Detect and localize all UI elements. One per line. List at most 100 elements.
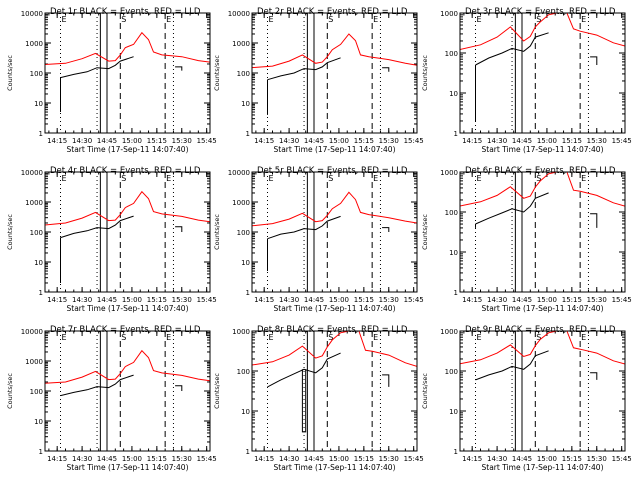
y-axis-label: Counts/sec	[421, 373, 429, 409]
marker-label: E	[269, 333, 274, 342]
events-series-line	[175, 66, 183, 71]
plot-frame	[459, 12, 626, 134]
marker-label: E	[581, 333, 586, 342]
x-tick-label: 15:15	[354, 455, 374, 463]
x-axis-label: Start Time (17-Sep-11 14:07:40)	[482, 463, 604, 472]
x-tick-label: 15:15	[562, 455, 582, 463]
marker-label: S	[536, 333, 541, 342]
x-tick-label: 14:45	[512, 137, 532, 145]
marker-label: E	[166, 333, 171, 342]
x-tick-label: 15:45	[404, 296, 424, 304]
x-tick-label: 15:30	[379, 137, 399, 145]
y-tick-label: 100	[30, 229, 43, 237]
marker-label: S	[328, 15, 333, 24]
marker-label: E	[477, 174, 482, 183]
y-tick-label: 1	[246, 448, 250, 456]
x-axis-label: Start Time (17-Sep-11 14:07:40)	[67, 304, 189, 313]
x-tick-label: 14:15	[462, 137, 482, 145]
marker-label: E	[62, 15, 67, 24]
x-tick-label: 15:45	[612, 296, 632, 304]
x-tick-label: 15:30	[379, 455, 399, 463]
y-tick-label: 100	[445, 50, 458, 58]
plot-frame	[459, 330, 626, 452]
x-tick-label: 15:30	[587, 455, 607, 463]
events-series-line	[175, 385, 183, 391]
y-tick-label: 100	[30, 70, 43, 78]
lld-series-line	[252, 33, 417, 69]
events-series-line	[301, 369, 307, 433]
y-tick-label: 10	[241, 259, 250, 267]
panel-3: Det 3r BLACK = Events, RED = LLD 1 10 100 10…	[421, 7, 632, 154]
y-tick-label: 1	[454, 289, 458, 297]
lld-series-line	[45, 31, 210, 66]
panel-title: Det 1r BLACK = Events, RED = LLD	[50, 7, 201, 17]
plot-frame	[44, 171, 211, 293]
x-tick-label: 15:15	[562, 296, 582, 304]
lld-series-line	[45, 349, 210, 384]
x-tick-label: 14:15	[47, 296, 67, 304]
events-series-line	[60, 56, 134, 79]
marker-label: E	[62, 174, 67, 183]
x-tick-label: 14:30	[487, 137, 507, 145]
y-tick-label: 1	[246, 130, 250, 138]
events-series-line	[590, 56, 598, 65]
events-series-line	[475, 192, 549, 225]
events-series-line	[382, 374, 390, 387]
events-series-line	[60, 374, 134, 397]
y-tick-label: 10	[34, 259, 43, 267]
x-tick-label: 14:45	[97, 455, 117, 463]
panel-8: Det 8r BLACK = Events, RED = LLD 1 10 100 10…	[213, 325, 424, 472]
marker-label: E	[581, 15, 586, 24]
x-tick-label: 14:15	[47, 137, 67, 145]
panel-title: Det 2r BLACK = Events, RED = LLD	[257, 7, 408, 17]
marker-label: E	[166, 174, 171, 183]
y-tick-label: 100	[237, 70, 250, 78]
x-axis-label: Start Time (17-Sep-11 14:07:40)	[482, 145, 604, 154]
marker-label: S	[121, 15, 126, 24]
x-tick-label: 15:30	[587, 137, 607, 145]
y-axis-label: Counts/sec	[213, 55, 221, 91]
marker-label: E	[581, 174, 586, 183]
events-series-line	[382, 67, 390, 72]
x-tick-label: 15:00	[122, 455, 142, 463]
x-tick-label: 15:15	[147, 137, 167, 145]
events-series-line	[590, 372, 598, 380]
y-tick-label: 10	[449, 408, 458, 416]
y-tick-label: 1000	[25, 40, 43, 48]
x-tick-label: 15:00	[329, 137, 349, 145]
x-tick-label: 15:30	[172, 296, 192, 304]
panel-5: Det 5r BLACK = Events, RED = LLD 1 10 100 10…	[213, 166, 424, 313]
x-axis-label: Start Time (17-Sep-11 14:07:40)	[274, 463, 396, 472]
marker-label: E	[477, 333, 482, 342]
x-tick-label: 15:00	[537, 455, 557, 463]
x-tick-label: 15:30	[172, 137, 192, 145]
x-tick-label: 14:45	[512, 296, 532, 304]
x-tick-label: 15:45	[404, 137, 424, 145]
events-series-line	[382, 227, 390, 232]
y-tick-label: 10000	[21, 328, 43, 336]
x-tick-label: 14:30	[487, 455, 507, 463]
y-tick-label: 100	[445, 209, 458, 217]
plot-frame	[44, 330, 211, 452]
marker-label: S	[121, 174, 126, 183]
x-tick-label: 15:15	[354, 296, 374, 304]
x-tick-label: 15:45	[197, 455, 217, 463]
x-tick-label: 15:30	[172, 455, 192, 463]
y-tick-label: 1	[39, 289, 43, 297]
x-tick-label: 15:30	[379, 296, 399, 304]
y-tick-label: 1000	[440, 169, 458, 177]
x-tick-label: 14:30	[279, 137, 299, 145]
x-tick-label: 15:15	[562, 137, 582, 145]
x-tick-label: 14:15	[462, 455, 482, 463]
x-tick-label: 15:00	[537, 137, 557, 145]
marker-label: E	[373, 15, 378, 24]
events-series-line	[475, 32, 549, 66]
x-tick-label: 15:15	[147, 296, 167, 304]
panel-title: Det 4r BLACK = Events, RED = LLD	[50, 166, 201, 176]
events-series-line	[267, 352, 341, 388]
lld-series-line	[45, 190, 210, 226]
events-series-line	[267, 215, 341, 240]
y-tick-label: 1000	[232, 199, 250, 207]
y-tick-label: 10000	[21, 169, 43, 177]
lld-series-line	[460, 13, 625, 51]
